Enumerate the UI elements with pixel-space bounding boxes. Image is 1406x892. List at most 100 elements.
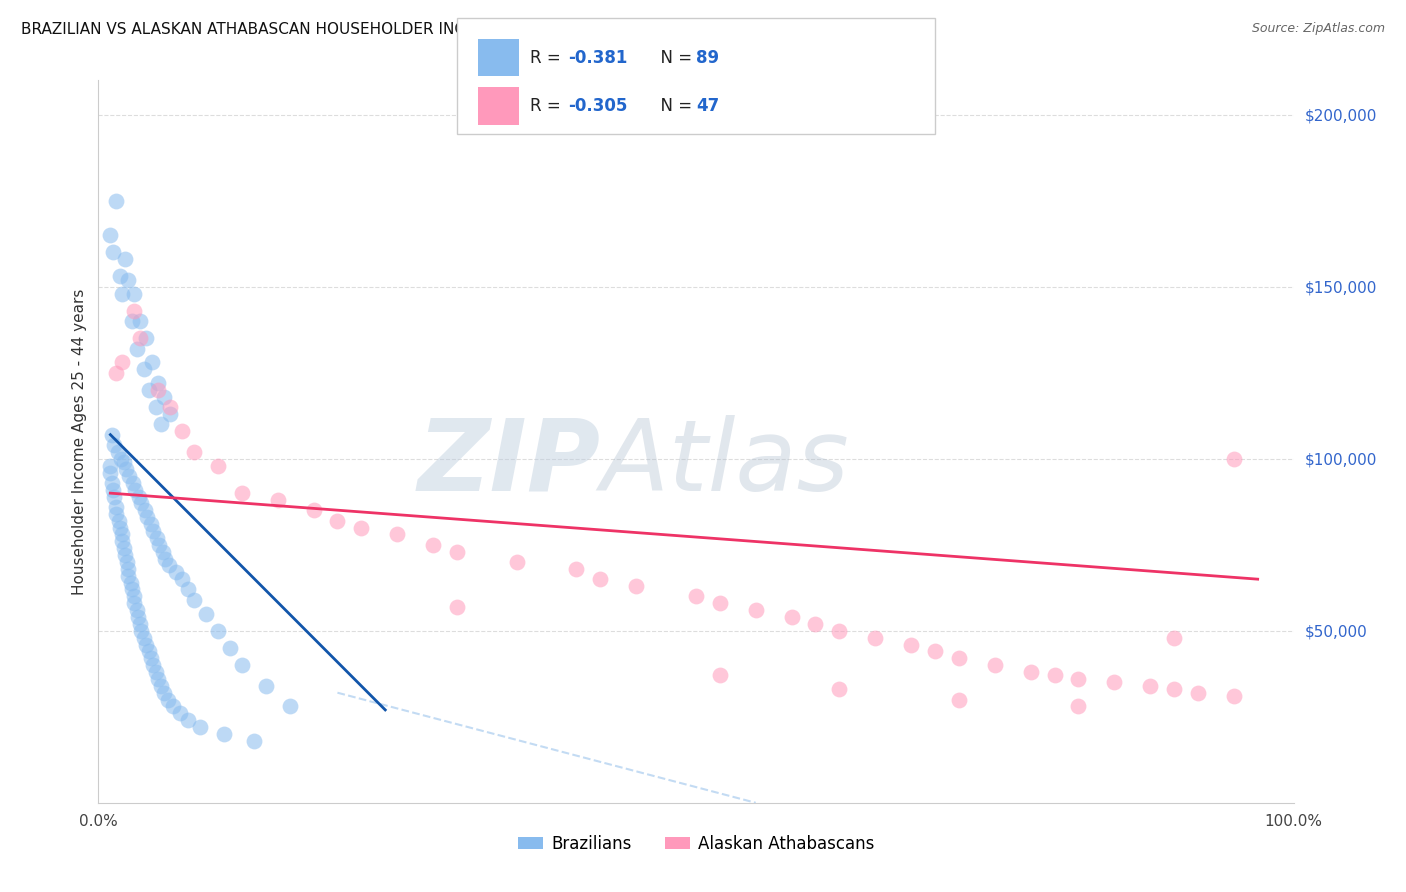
Point [146, 531, 169, 545]
Point [132, 631, 155, 645]
Point [120, 575, 142, 590]
Point [114, 252, 136, 267]
Point [212, 727, 235, 741]
Point [149, 417, 172, 432]
Point [865, 631, 887, 645]
Point [446, 544, 468, 558]
Point [124, 303, 146, 318]
Point [326, 514, 349, 528]
Point [124, 286, 146, 301]
Point [565, 562, 588, 576]
Point [138, 644, 160, 658]
Point [105, 194, 128, 208]
Point [110, 451, 132, 466]
Point [139, 651, 162, 665]
Point [278, 699, 301, 714]
Point [157, 558, 180, 573]
Point [111, 355, 134, 369]
Point [183, 445, 205, 459]
Point [117, 562, 139, 576]
Point [207, 458, 229, 473]
Point [1067, 699, 1090, 714]
Point [153, 390, 176, 404]
Point [135, 638, 157, 652]
Point [121, 314, 143, 328]
Point [111, 527, 134, 541]
Point [124, 483, 146, 497]
Text: Atlas: Atlas [600, 415, 849, 512]
Point [111, 534, 134, 549]
Point [188, 720, 211, 734]
Point [118, 469, 141, 483]
Point [155, 551, 177, 566]
Text: 89: 89 [696, 49, 718, 67]
Point [172, 424, 194, 438]
Point [148, 383, 170, 397]
Point [98, 458, 122, 473]
Text: ZIP: ZIP [418, 415, 600, 512]
Point [589, 572, 612, 586]
Point [149, 679, 172, 693]
Point [162, 699, 184, 714]
Point [122, 475, 145, 490]
Point [129, 331, 152, 345]
Point [153, 686, 176, 700]
Text: N =: N = [650, 49, 697, 67]
Point [115, 462, 138, 476]
Text: -0.305: -0.305 [568, 97, 627, 115]
Text: N =: N = [650, 97, 697, 115]
Point [125, 342, 148, 356]
Point [207, 624, 229, 638]
Point [132, 362, 155, 376]
Text: 47: 47 [696, 97, 720, 115]
Point [804, 616, 827, 631]
Point [98, 466, 122, 480]
Point [121, 582, 143, 597]
Point [100, 427, 122, 442]
Point [125, 603, 148, 617]
Point [128, 490, 150, 504]
Point [1223, 689, 1246, 703]
Point [159, 400, 181, 414]
Point [114, 548, 136, 562]
Point [350, 520, 373, 534]
Point [117, 568, 139, 582]
Point [103, 438, 125, 452]
Point [1067, 672, 1090, 686]
Point [107, 514, 129, 528]
Point [108, 520, 131, 534]
Point [124, 590, 146, 604]
Point [101, 245, 124, 260]
Point [422, 538, 444, 552]
Point [145, 665, 167, 679]
Point [506, 555, 529, 569]
Y-axis label: Householder Income Ages 25 - 44 years: Householder Income Ages 25 - 44 years [72, 288, 87, 595]
Point [709, 596, 731, 610]
Point [948, 692, 970, 706]
Point [169, 706, 191, 721]
Point [131, 624, 153, 638]
Point [1163, 682, 1185, 697]
Point [135, 331, 157, 345]
Point [105, 507, 128, 521]
Point [136, 510, 159, 524]
Point [231, 486, 253, 500]
Point [385, 527, 409, 541]
Point [1019, 665, 1042, 679]
Point [177, 713, 200, 727]
Point [145, 400, 167, 414]
Legend: Brazilians, Alaskan Athabascans: Brazilians, Alaskan Athabascans [510, 828, 882, 860]
Point [165, 566, 187, 580]
Point [243, 734, 266, 748]
Point [1104, 675, 1126, 690]
Text: BRAZILIAN VS ALASKAN ATHABASCAN HOUSEHOLDER INCOME AGES 25 - 44 YEARS CORRELATIO: BRAZILIAN VS ALASKAN ATHABASCAN HOUSEHOL… [21, 22, 830, 37]
Point [900, 638, 922, 652]
Point [148, 376, 170, 390]
Point [142, 524, 165, 538]
Point [148, 538, 170, 552]
Point [112, 541, 135, 556]
Point [156, 692, 179, 706]
Text: Source: ZipAtlas.com: Source: ZipAtlas.com [1251, 22, 1385, 36]
Point [108, 269, 131, 284]
Point [103, 490, 125, 504]
